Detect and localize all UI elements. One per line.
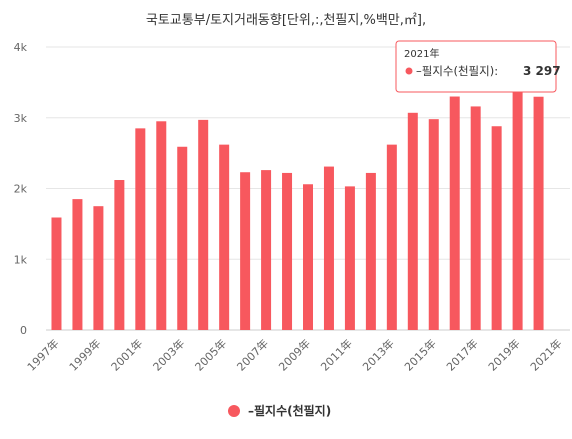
legend[interactable]: –필지수(천필지) (228, 403, 331, 418)
y-tick-label: 0 (20, 324, 27, 337)
y-tick-label: 1k (14, 253, 28, 266)
bar[interactable] (365, 172, 376, 330)
x-tick-label: 2017年 (443, 336, 480, 373)
y-axis-ticks: 0 1k 2k 3k 4k (14, 41, 28, 337)
x-tick-label: 2015年 (401, 336, 438, 373)
bar-series (51, 87, 544, 331)
y-tick-label: 4k (14, 41, 28, 54)
bar[interactable] (156, 121, 167, 330)
tooltip: 2021年 –필지수(천필지): 3 297 (395, 40, 561, 93)
x-tick-label: 1999年 (66, 336, 103, 373)
legend-label: –필지수(천필지) (248, 403, 331, 418)
y-tick-label: 3k (14, 112, 28, 125)
bar[interactable] (72, 199, 83, 330)
tooltip-value: 3 297 (523, 64, 561, 78)
x-tick-label: 2019年 (485, 336, 522, 373)
bar[interactable] (219, 144, 230, 330)
bar[interactable] (386, 144, 397, 330)
bar[interactable] (93, 206, 104, 330)
x-tick-label: 2003年 (150, 336, 187, 373)
bar[interactable] (51, 217, 62, 330)
x-tick-label: 2001年 (108, 336, 145, 373)
tooltip-box (395, 40, 557, 93)
bar[interactable] (282, 172, 293, 330)
tooltip-marker (405, 67, 413, 75)
bar[interactable] (240, 172, 251, 330)
bar[interactable] (344, 186, 355, 330)
x-tick-label: 2005年 (192, 336, 229, 373)
bar[interactable] (449, 96, 460, 331)
x-tick-label: 2021年 (527, 336, 564, 373)
x-axis-ticks: 1997年 1999年 2001年 2003年 2005年 2007年 2009年 2011年… (24, 336, 565, 373)
bar[interactable] (135, 128, 146, 330)
x-tick-label: 2009年 (276, 336, 313, 373)
bar[interactable] (114, 180, 125, 330)
bar[interactable] (177, 146, 188, 330)
tooltip-header: 2021年 (404, 47, 439, 60)
bar[interactable] (261, 170, 272, 330)
bar[interactable] (303, 184, 313, 330)
legend-marker (228, 405, 240, 417)
bar[interactable] (323, 166, 334, 330)
bar[interactable] (491, 126, 502, 331)
bar[interactable] (470, 106, 481, 331)
bar[interactable] (407, 112, 418, 330)
x-tick-label: 2007年 (234, 336, 271, 373)
x-tick-label: 2011年 (318, 336, 355, 373)
bar[interactable] (533, 96, 544, 331)
bar[interactable] (512, 87, 523, 330)
tooltip-series-label: –필지수(천필지): (416, 64, 498, 78)
x-tick-label: 1997年 (24, 336, 61, 373)
x-tick-label: 2013年 (359, 336, 396, 373)
bar[interactable] (428, 119, 439, 330)
chart-title: 국토교통부/토지거래동향[단위,:,천필지,%백만,㎡], (146, 13, 426, 28)
y-tick-label: 2k (14, 183, 28, 196)
bar[interactable] (198, 119, 209, 330)
